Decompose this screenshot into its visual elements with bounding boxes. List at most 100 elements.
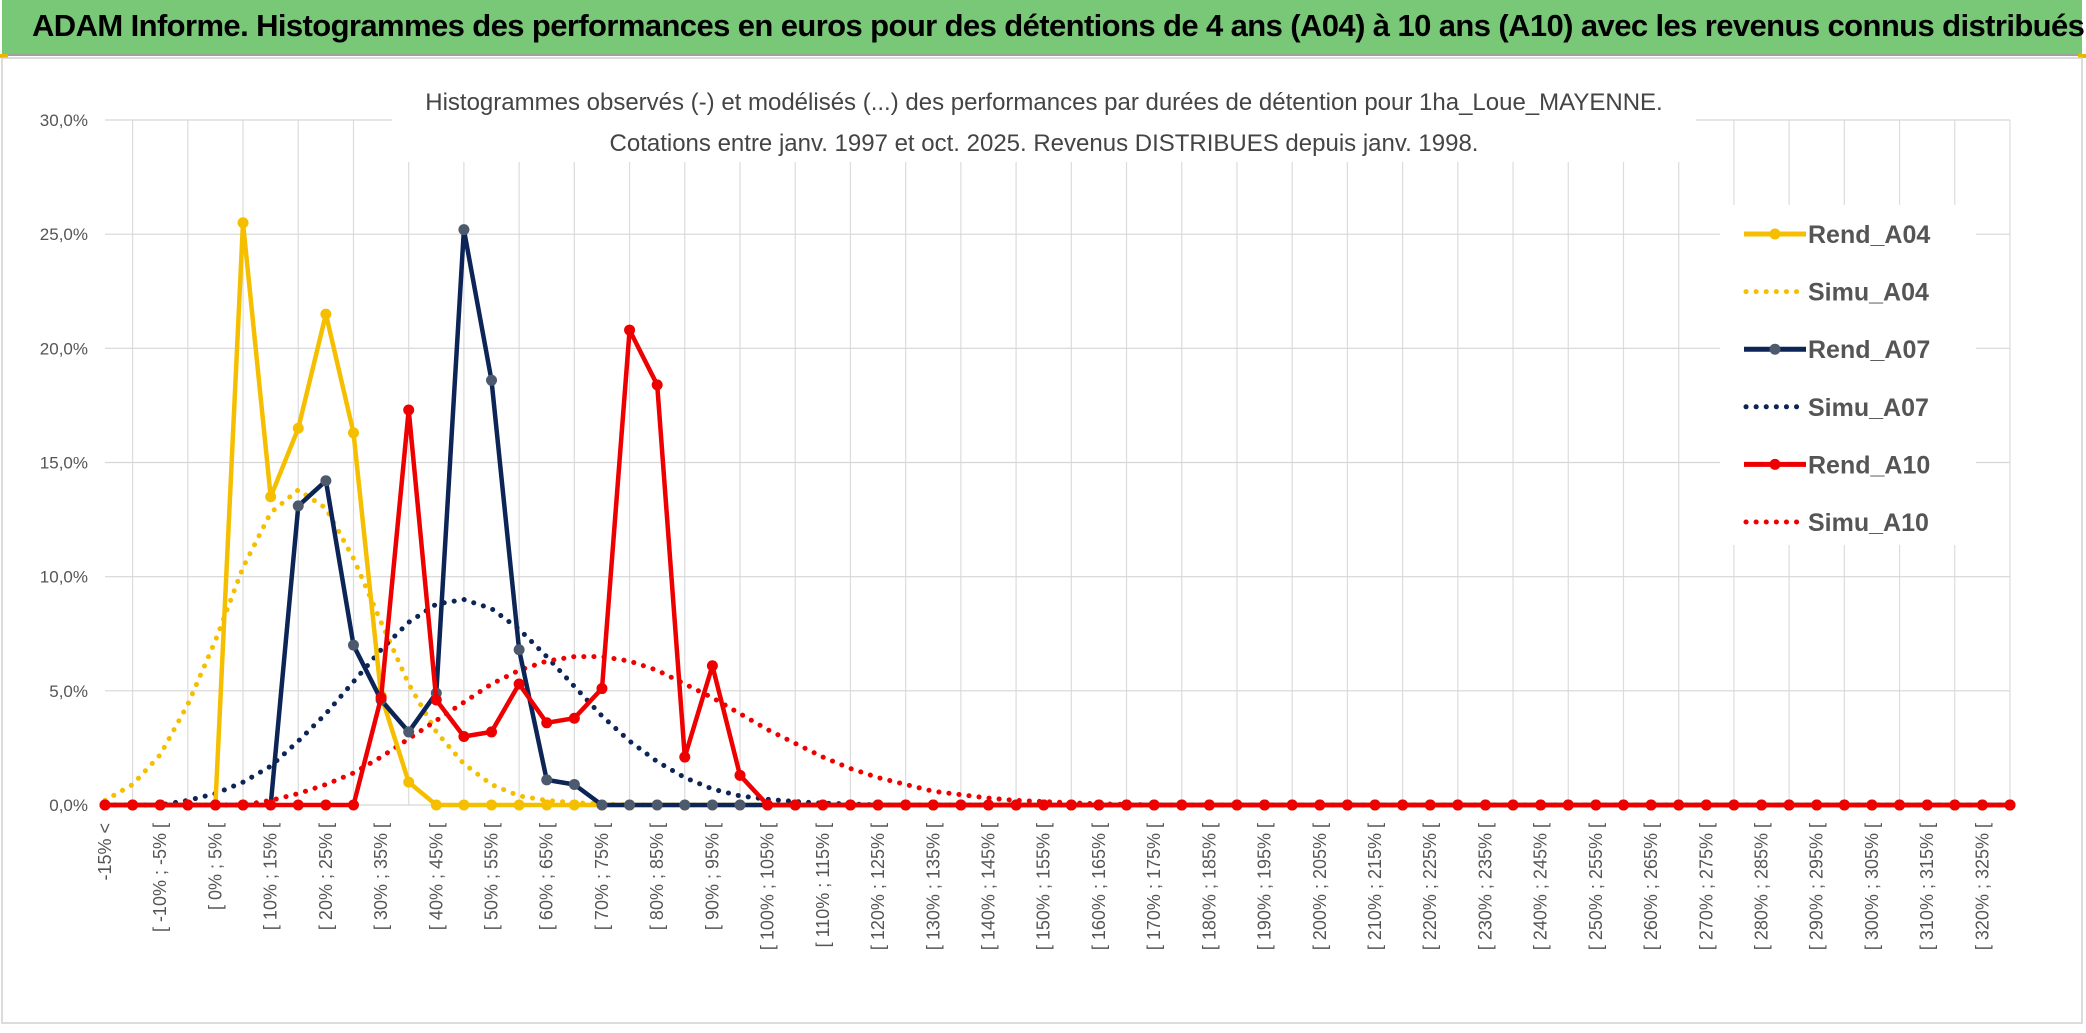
point-Rend_A07 [734, 799, 746, 811]
point-Rend_A10 [762, 799, 774, 811]
page-title: ADAM Informe. Histogrammes des performan… [32, 8, 2085, 43]
x-tick-label: [ 60% ; 65% [ [537, 823, 557, 930]
point-Rend_A04 [486, 799, 498, 811]
x-tick-label: [ 40% ; 45% [ [426, 823, 446, 930]
legend-label: Rend_A10 [1808, 451, 1930, 479]
legend-item-Simu_A07: Simu_A07 [1743, 394, 1929, 422]
point-Rend_A04 [320, 308, 332, 320]
y-tick-label: 5,0% [49, 682, 88, 701]
x-tick-label: [ 180% ; 185% [ [1199, 823, 1219, 950]
point-Rend_A04 [292, 422, 304, 434]
point-Rend_A07 [596, 799, 608, 811]
point-Rend_A10 [982, 799, 994, 811]
point-Rend_A10 [209, 799, 221, 811]
point-Rend_A10 [1617, 799, 1629, 811]
point-Rend_A10 [568, 712, 580, 724]
chart-title: Histogrammes observés (-) et modélisés (… [425, 89, 1662, 116]
x-tick-label: [ 220% ; 225% [ [1420, 823, 1440, 950]
point-Rend_A04 [568, 799, 580, 811]
x-tick-label: [ 30% ; 35% [ [371, 823, 391, 930]
point-Rend_A07 [568, 778, 580, 790]
point-Rend_A10 [1203, 799, 1215, 811]
x-tick-label: [ -10% ; -5% [ [150, 823, 170, 932]
x-tick-label: [ 320% ; 325% [ [1972, 823, 1992, 950]
point-Rend_A07 [706, 799, 718, 811]
point-Rend_A10 [403, 404, 415, 416]
point-Rend_A07 [541, 774, 553, 786]
y-axis-ticks: 0,0% 5,0% 10,0% 15,0% 20,0% 25,0% 30,0% [40, 111, 88, 815]
line-Rend_A10 [105, 327, 2010, 808]
point-Rend_A10 [1700, 799, 1712, 811]
point-Rend_A10 [734, 769, 746, 781]
legend-item-Simu_A04: Simu_A04 [1743, 279, 1929, 307]
x-tick-label: [ 310% ; 315% [ [1917, 823, 1937, 950]
x-tick-label: [ 10% ; 15% [ [261, 823, 281, 930]
point-Rend_A10 [99, 799, 111, 811]
point-Rend_A10 [1894, 799, 1906, 811]
point-Rend_A10 [2004, 799, 2016, 811]
point-Rend_A10 [1479, 799, 1491, 811]
point-Rend_A10 [1866, 799, 1878, 811]
x-tick-label: [ 70% ; 75% [ [592, 823, 612, 930]
point-Rend_A10 [237, 799, 249, 811]
title-background [392, 80, 1696, 162]
point-Rend_A10 [375, 692, 387, 704]
legend-label: Simu_A10 [1808, 509, 1929, 537]
line-Simu_A07 [102, 596, 2013, 808]
point-Rend_A10 [320, 799, 332, 811]
point-Rend_A10 [817, 799, 829, 811]
point-Rend_A10 [679, 751, 691, 763]
point-Rend_A10 [1397, 799, 1409, 811]
point-Rend_A10 [1038, 799, 1050, 811]
point-Rend_A10 [458, 731, 470, 742]
point-Rend_A10 [292, 799, 304, 811]
point-Rend_A07 [651, 799, 663, 811]
x-tick-label: [ 210% ; 215% [ [1365, 823, 1385, 950]
chart-subtitle: Cotations entre janv. 1997 et oct. 2025.… [610, 130, 1479, 157]
point-Rend_A10 [1176, 799, 1188, 811]
point-Rend_A07 [292, 500, 304, 512]
series-group [99, 217, 2016, 811]
point-Rend_A07 [513, 644, 525, 656]
point-Rend_A10 [127, 799, 139, 811]
legend-marker [1769, 343, 1781, 355]
point-Rend_A10 [1838, 799, 1850, 811]
point-Rend_A10 [1341, 799, 1353, 811]
point-Rend_A10 [541, 717, 553, 729]
corner-mark-right [2078, 54, 2086, 58]
y-tick-label: 0,0% [49, 796, 88, 815]
point-Rend_A10 [1562, 799, 1574, 811]
legend-label: Rend_A04 [1808, 221, 1930, 249]
x-tick-label: [ 100% ; 105% [ [758, 823, 778, 950]
point-Rend_A10 [486, 726, 498, 738]
legend: Rend_A04 Simu_A04 Rend_A07 Simu_A07 Rend_A10… [1720, 205, 1976, 545]
point-Rend_A10 [624, 324, 636, 336]
point-Rend_A10 [1065, 799, 1077, 811]
point-Rend_A10 [1590, 799, 1602, 811]
point-Rend_A10 [1452, 799, 1464, 811]
point-Rend_A07 [347, 639, 359, 651]
y-tick-label: 10,0% [40, 568, 88, 587]
line-Simu_A10 [102, 654, 2013, 808]
point-Rend_A10 [1728, 799, 1740, 811]
x-tick-label: [ 90% ; 95% [ [702, 823, 722, 930]
x-tick-label: [ 50% ; 55% [ [482, 823, 502, 930]
legend-label: Simu_A07 [1808, 394, 1929, 422]
legend-item-Rend_A10: Rend_A10 [1744, 451, 1930, 479]
point-Rend_A10 [1369, 799, 1381, 811]
point-Rend_A07 [458, 224, 470, 236]
point-Rend_A10 [1148, 799, 1160, 811]
x-tick-label: [ 190% ; 195% [ [1255, 823, 1275, 950]
x-tick-label: [ 120% ; 125% [ [868, 823, 888, 950]
point-Rend_A10 [1424, 799, 1436, 811]
point-Rend_A10 [1976, 799, 1988, 811]
y-tick-label: 15,0% [40, 454, 88, 473]
point-Rend_A04 [513, 799, 525, 811]
corner-mark-left [0, 54, 8, 58]
legend-marker [1769, 228, 1781, 240]
point-Rend_A10 [1314, 799, 1326, 811]
point-Rend_A10 [1286, 799, 1298, 811]
series-Simu_A10 [102, 654, 2013, 808]
x-tick-label: [ 80% ; 85% [ [647, 823, 667, 930]
point-Rend_A07 [403, 726, 415, 738]
